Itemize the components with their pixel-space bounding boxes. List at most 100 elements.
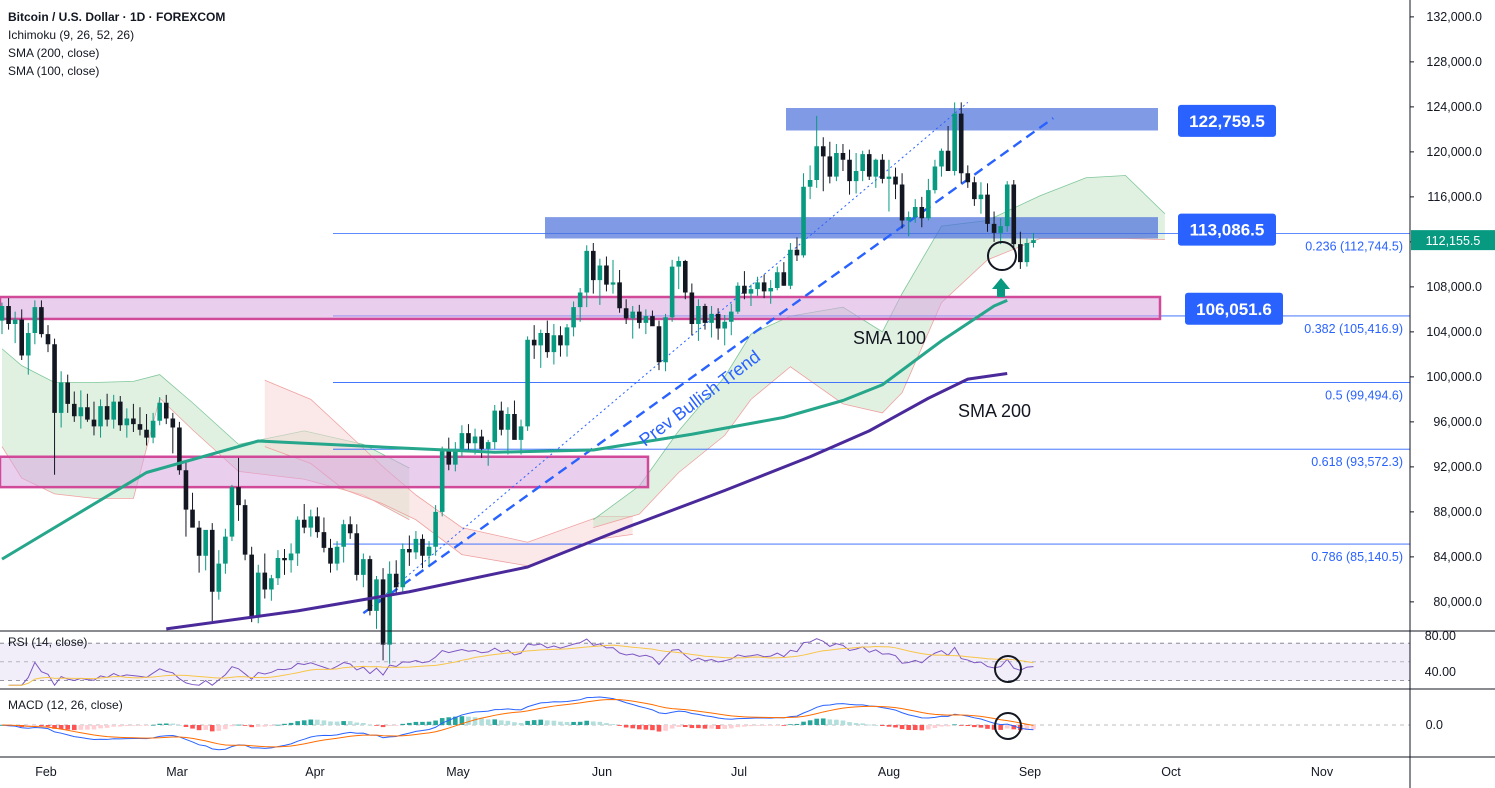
candle-body-95 bbox=[623, 308, 629, 319]
price-label-box-1 bbox=[1178, 213, 1276, 246]
macd-hist-bar-128 bbox=[840, 720, 846, 725]
cloud-area-2 bbox=[593, 175, 1165, 528]
prev-bullish-trend-dashed bbox=[362, 117, 1054, 615]
macd-hist-bar-137 bbox=[899, 725, 905, 730]
macd-hist-bar-133 bbox=[873, 724, 879, 726]
time-axis[interactable]: Feb Mar Apr May Jun Jul Aug Sep Oct Nov bbox=[0, 756, 1495, 779]
macd-hist-bar-89 bbox=[584, 720, 590, 725]
macd-hist-bar-36 bbox=[236, 724, 241, 726]
macd-hist-bar-16 bbox=[104, 725, 110, 728]
candle-body-36 bbox=[236, 487, 241, 506]
macd-hist-bar-63 bbox=[413, 721, 419, 725]
candle-body-84 bbox=[551, 335, 557, 353]
candle-body-105 bbox=[689, 292, 695, 324]
candle-body-127 bbox=[834, 153, 839, 177]
price-tick-label-7: 104,000.0 bbox=[1426, 325, 1482, 339]
candle-body-73 bbox=[479, 436, 484, 449]
macd-hist-bar-47 bbox=[308, 719, 314, 725]
moving-averages bbox=[1, 298, 1008, 631]
macd-hist-bar-11 bbox=[71, 725, 77, 731]
candle-body-133 bbox=[873, 159, 879, 177]
legend-sma200[interactable]: SMA (200, close) bbox=[8, 46, 100, 60]
candle-body-29 bbox=[190, 509, 195, 528]
macd-hist-bar-33 bbox=[216, 725, 222, 731]
macd-hist-bar-83 bbox=[545, 720, 550, 725]
legend-title[interactable]: Bitcoin / U.S. Dollar · 1D · FOREXCOM bbox=[8, 10, 226, 24]
candle-body-141 bbox=[926, 190, 931, 219]
macd-hist-bar-62 bbox=[407, 722, 412, 725]
time-label-jul: Jul bbox=[731, 765, 747, 779]
candle-body-68 bbox=[446, 451, 452, 465]
price-tick-label-12: 84,000.0 bbox=[1433, 550, 1482, 564]
candle-body-121 bbox=[794, 249, 800, 256]
candle-body-89 bbox=[584, 250, 590, 293]
macd-hist-bar-30 bbox=[196, 725, 202, 731]
macd-hist-bar-106 bbox=[696, 725, 701, 729]
legend-sma100[interactable]: SMA (100, close) bbox=[8, 64, 100, 78]
macd-hist-bar-74 bbox=[485, 719, 491, 725]
macd-hist-bar-44 bbox=[288, 722, 294, 725]
candle-body-86 bbox=[564, 327, 570, 346]
candle-body-64 bbox=[420, 538, 425, 556]
candles[interactable] bbox=[0, 102, 1036, 664]
macd-hist-bar-94 bbox=[617, 725, 622, 726]
macd-hist-bar-31 bbox=[203, 725, 208, 730]
candle-body-70 bbox=[459, 433, 465, 449]
candle-body-33 bbox=[216, 563, 222, 592]
macd-hist-bar-64 bbox=[420, 721, 425, 725]
macd-hist-bar-138 bbox=[906, 725, 911, 730]
candle-body-101 bbox=[663, 317, 668, 363]
macd-hist-bar-21 bbox=[137, 725, 143, 726]
candle-body-34 bbox=[223, 536, 228, 564]
candle-body-142 bbox=[932, 166, 938, 191]
candle-body-67 bbox=[439, 451, 445, 512]
macd-hist-bar-142 bbox=[932, 725, 938, 729]
candle-body-24 bbox=[157, 402, 162, 421]
price-tick-label-2: 124,000.0 bbox=[1426, 100, 1482, 114]
macd-hist-bar-112 bbox=[735, 725, 741, 728]
macd-hist-bar-152 bbox=[998, 725, 1003, 730]
fib-label-3: 0.618 (93,572.3) bbox=[1311, 455, 1403, 469]
candle-body-137 bbox=[899, 184, 905, 221]
candle-body-2 bbox=[12, 319, 18, 324]
macd-panel[interactable]: MACD (12, 26, close) bbox=[0, 688, 1495, 751]
macd-hist-bar-18 bbox=[117, 725, 123, 727]
candle-body-72 bbox=[472, 436, 478, 444]
candle-body-124 bbox=[814, 146, 819, 180]
candle-body-20 bbox=[131, 418, 136, 425]
macd-hist-bar-135 bbox=[886, 725, 892, 727]
candle-body-14 bbox=[91, 419, 97, 427]
macd-hist-bar-73 bbox=[479, 718, 484, 725]
fib-label-2: 0.5 (99,494.6) bbox=[1325, 389, 1403, 403]
candle-body-12 bbox=[78, 407, 84, 417]
macd-hist-bar-113 bbox=[742, 725, 747, 727]
candle-body-82 bbox=[538, 333, 544, 346]
candle-body-13 bbox=[85, 407, 90, 420]
time-label-sep: Sep bbox=[1019, 765, 1041, 779]
candle-body-31 bbox=[203, 529, 208, 556]
macd-hist-bar-98 bbox=[643, 725, 649, 730]
candle-body-104 bbox=[682, 261, 688, 293]
candle-body-116 bbox=[761, 282, 767, 292]
macd-hist-bar-41 bbox=[269, 725, 274, 727]
macd-hist-bar-116 bbox=[761, 725, 767, 726]
candle-body-143 bbox=[939, 150, 944, 167]
macd-hist-bar-55 bbox=[361, 722, 366, 725]
macd-hist-bar-124 bbox=[814, 718, 819, 725]
macd-hist-bar-144 bbox=[945, 725, 951, 727]
candle-body-150 bbox=[985, 194, 990, 224]
candle-body-77 bbox=[505, 414, 511, 430]
macd-hist-bar-90 bbox=[591, 721, 596, 725]
candle-body-129 bbox=[847, 159, 852, 182]
highlight-circle-main bbox=[987, 241, 1017, 271]
macd-hist-bar-93 bbox=[610, 724, 616, 725]
candle-body-149 bbox=[978, 194, 984, 200]
legend-ichimoku[interactable]: Ichimoku (9, 26, 52, 26) bbox=[8, 28, 135, 42]
macd-hist-bar-88 bbox=[577, 721, 583, 725]
time-label-aug: Aug bbox=[878, 765, 900, 779]
rsi-panel[interactable]: RSI (14, close) bbox=[0, 630, 1495, 687]
candle-body-71 bbox=[466, 433, 471, 444]
candle-body-109 bbox=[715, 313, 721, 329]
macd-hist-bar-143 bbox=[939, 725, 944, 727]
